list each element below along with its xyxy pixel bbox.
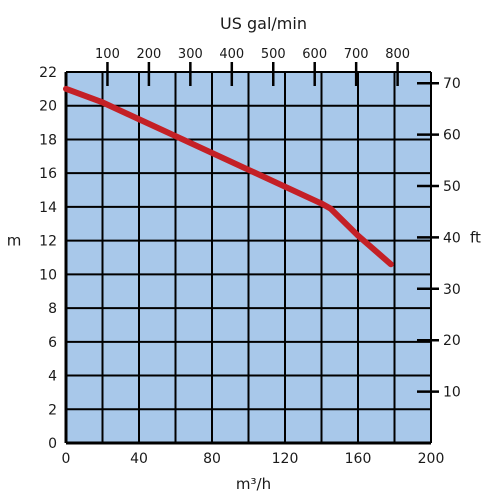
y-axis-tick-label: 0 <box>48 436 57 452</box>
x-axis-tick-label: 200 <box>418 451 445 467</box>
x-axis-tick-label: 120 <box>272 451 299 467</box>
y-axis-tick-label: 20 <box>39 99 57 115</box>
top-axis-title: US gal/min <box>220 14 307 33</box>
x-axis-title: m³/h <box>236 475 271 493</box>
top-axis-tick-label: 700 <box>344 47 369 62</box>
x-axis-tick-label: 160 <box>345 451 372 467</box>
top-axis-tick-label: 500 <box>261 47 286 62</box>
plot-area <box>63 62 439 445</box>
x-axis-tick-label: 40 <box>130 451 148 467</box>
performance-curve <box>63 85 394 268</box>
grid-lines <box>64 71 432 445</box>
tick-marks <box>106 62 439 393</box>
y-axis-tick-label: 16 <box>39 166 57 182</box>
y-axis-title: m <box>7 232 22 250</box>
y-axis-tick-labels: 0 2 4 6 8 10 12 14 16 18 20 22 <box>39 65 57 452</box>
y-axis-tick-label: 4 <box>48 369 57 385</box>
right-axis-tick-label: 70 <box>443 76 461 92</box>
top-axis-tick-label: 600 <box>302 47 327 62</box>
right-axis-tick-label: 40 <box>443 230 461 246</box>
x-axis-tick-labels: 0 40 80 120 160 200 <box>62 451 445 467</box>
right-axis-tick-labels: 10 20 30 40 50 60 70 <box>443 76 461 400</box>
x-axis-tick-label: 80 <box>203 451 221 467</box>
y-axis-tick-label: 8 <box>48 301 57 317</box>
right-axis-tick-label: 30 <box>443 282 461 298</box>
right-axis-title: ft <box>470 228 481 246</box>
top-axis-tick-labels: 100 200 300 400 500 600 700 800 <box>95 47 410 62</box>
y-axis-tick-label: 18 <box>39 132 57 148</box>
right-axis-tick-label: 50 <box>443 179 461 195</box>
y-axis-tick-label: 6 <box>48 335 57 351</box>
right-axis-tick-label: 60 <box>443 128 461 144</box>
top-axis-tick-label: 800 <box>385 47 410 62</box>
top-axis-tick-label: 400 <box>219 47 244 62</box>
y-axis-tick-label: 2 <box>48 402 57 418</box>
top-axis-tick-label: 200 <box>136 47 161 62</box>
y-axis-tick-label: 12 <box>39 234 57 250</box>
top-axis-tick-label: 300 <box>178 47 203 62</box>
y-axis-tick-label: 22 <box>39 65 57 81</box>
y-axis-tick-label: 10 <box>39 267 57 283</box>
right-axis-tick-label: 10 <box>443 385 461 401</box>
top-axis-tick-label: 100 <box>95 47 120 62</box>
y-axis-tick-label: 14 <box>39 200 57 216</box>
right-axis-tick-label: 20 <box>443 333 461 349</box>
x-axis-tick-label: 0 <box>62 451 71 467</box>
